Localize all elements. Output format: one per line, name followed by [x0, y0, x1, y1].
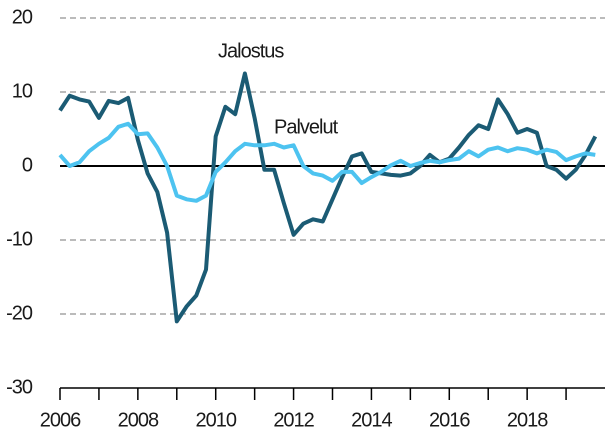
x-tick-label: 2010: [195, 409, 236, 431]
y-tick-label: -30: [6, 376, 33, 398]
x-tick-label: 2006: [40, 409, 81, 431]
y-tick-label: 10: [12, 80, 33, 102]
series-label: Jalostus: [218, 40, 284, 62]
x-tick-label: 2012: [273, 409, 314, 431]
x-tick-label: 2016: [429, 409, 470, 431]
line: [58, 121, 596, 203]
y-tick-label: -20: [6, 302, 33, 324]
x-tick-label: 2014: [351, 409, 392, 431]
line: [58, 71, 598, 324]
x-tick-label: 2018: [507, 409, 548, 431]
y-tick-label: -10: [6, 228, 33, 250]
y-tick-label: 0: [22, 154, 33, 176]
y-tick-label: 20: [12, 6, 33, 28]
series-label: Palvelut: [274, 116, 339, 138]
x-tick-label: 2008: [118, 409, 159, 431]
